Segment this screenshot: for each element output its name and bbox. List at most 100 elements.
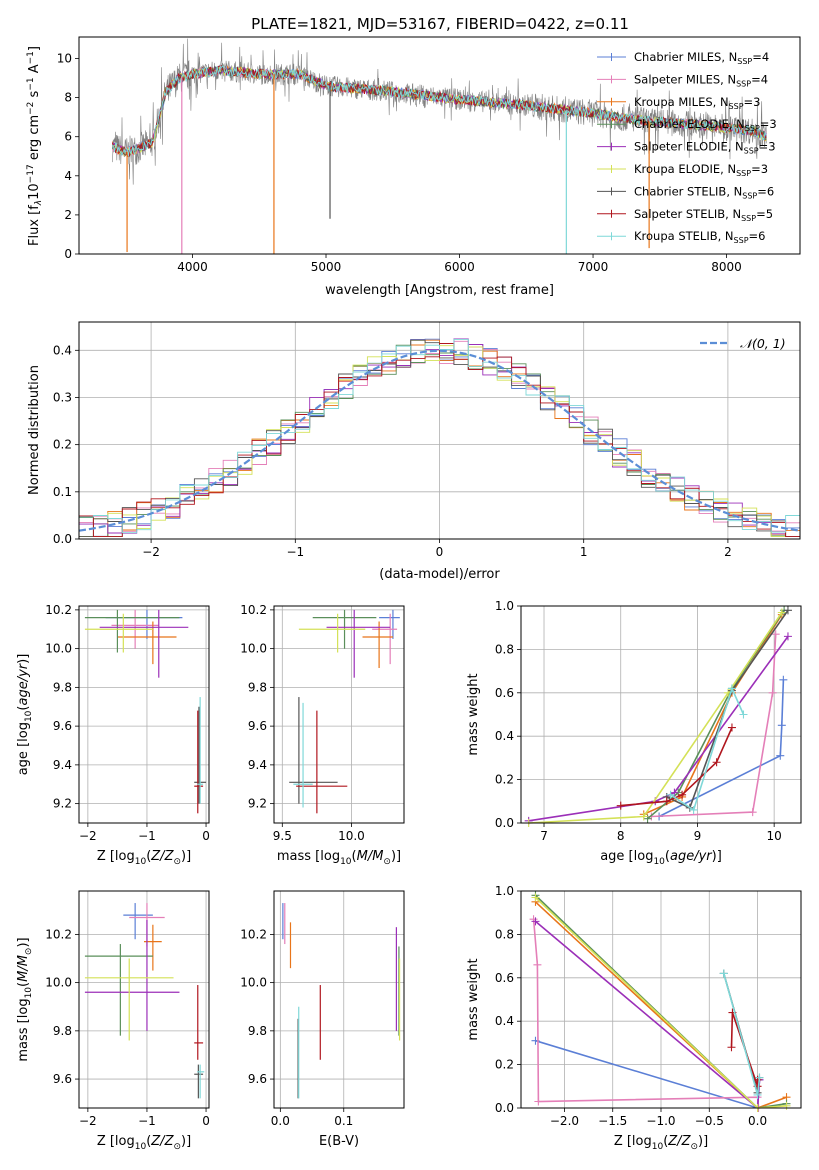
series-marker xyxy=(727,723,736,732)
y-tick-label: 9.8 xyxy=(53,680,72,694)
series-marker xyxy=(689,805,698,814)
x-tick-label: −1 xyxy=(286,545,304,559)
x-tick-label: 0 xyxy=(202,829,210,843)
legend-sub: SSP xyxy=(744,147,759,156)
x-tick-label: −1.5 xyxy=(598,1114,627,1128)
data-point xyxy=(197,1064,205,1099)
series-marker xyxy=(666,790,675,799)
y-tick-label: 2 xyxy=(64,208,72,222)
y-tick-label: 10 xyxy=(57,52,72,66)
series-marker xyxy=(662,797,671,806)
legend-model: Salpeter STELIB, N xyxy=(634,207,741,221)
y-tick-label: 0.2 xyxy=(495,1058,514,1072)
y-axis-label: Normed distribution xyxy=(27,365,42,495)
age-vs-metallicity-panel: −2 −1 09.29.49.69.810.010.2Z [log10(Z/Z⊙)]… xyxy=(16,603,210,867)
x-axis-label: Z [log10(Z/Z⊙)] xyxy=(97,849,191,867)
axes-frame xyxy=(78,605,210,824)
grid-lines xyxy=(274,891,404,1108)
legend-sub: SSP xyxy=(745,124,760,133)
legend-sub: SSP xyxy=(742,191,757,200)
age-vs-mass-panel: 9.5 10.0 9.2 9.4 9.6 9.8 10.0 10.2 mass [log10(M… xyxy=(240,603,405,867)
model-spectrum xyxy=(111,64,767,157)
label-part: A xyxy=(27,64,42,77)
series-marker xyxy=(748,808,757,817)
y-tick-label: 10.0 xyxy=(45,976,72,990)
label-part: Z/Z xyxy=(150,849,174,864)
legend-label: Kroupa ELODIE, NSSP=3 xyxy=(634,162,768,178)
x-axis-label: E(B-V) xyxy=(319,1134,359,1149)
series-marker xyxy=(771,630,780,639)
y-tick-label: 0.2 xyxy=(495,773,514,787)
label-part: M/M xyxy=(357,849,384,864)
legend-count: =6 xyxy=(757,184,774,198)
legend-count: =3 xyxy=(759,140,776,154)
series-marker xyxy=(719,969,728,978)
x-tick-label: 7000 xyxy=(578,260,609,274)
x-axis-label: age [log10(age/yr)] xyxy=(600,849,722,867)
label-part: s xyxy=(27,90,42,101)
gaussian-curve xyxy=(79,349,800,532)
legend-label: 𝒩(0, 1) xyxy=(740,336,786,351)
x-tick-label: 1 xyxy=(580,545,588,559)
mass-weight-series xyxy=(719,969,764,1099)
x-tick-label: −1.0 xyxy=(646,1114,675,1128)
series-marker xyxy=(531,917,540,926)
legend-label: Chabrier ELODIE, NSSP=3 xyxy=(634,117,777,133)
label-part: 10 xyxy=(652,1142,664,1152)
data-point xyxy=(362,621,393,668)
x-tick-label: 9.5 xyxy=(273,829,292,843)
x-tick-label: 0.1 xyxy=(334,1114,353,1128)
data-point xyxy=(84,944,153,1036)
label-part: Z [log xyxy=(97,849,135,864)
legend-label: Chabrier MILES, NSSP=4 xyxy=(634,50,769,66)
x-axis-label: (data-model)/error xyxy=(379,567,500,582)
axes-frame xyxy=(520,605,802,824)
y-tick-label: 1.0 xyxy=(495,884,514,898)
y-tick-label: 0.8 xyxy=(495,642,514,656)
series-line xyxy=(666,609,789,809)
y-tick-label: 0.0 xyxy=(495,816,514,830)
x-tick-label: −1 xyxy=(138,829,156,843)
y-tick-label: 0.0 xyxy=(495,1101,514,1115)
y-tick-label: 0.3 xyxy=(53,390,72,404)
legend-sub: SSP xyxy=(737,57,752,66)
spectrum-panel: 4000 5000 6000 7000 8000 0 2 4 6 8 10 Chabrier MILE… xyxy=(26,36,801,298)
legend-count: =5 xyxy=(756,207,773,221)
label-part: age/yr xyxy=(670,849,713,864)
x-tick-label: −2 xyxy=(142,545,160,559)
y-tick-label: 9.8 xyxy=(248,680,267,694)
legend-model: Kroupa STELIB, N xyxy=(634,229,734,243)
y-tick-label: 1.0 xyxy=(495,599,514,613)
legend-model: Salpeter MILES, N xyxy=(634,72,736,86)
data-point xyxy=(379,609,400,639)
legend-label: Salpeter STELIB, NSSP=5 xyxy=(634,207,773,223)
mass-vs-metallicity-panel: −2 −1 09.69.810.010.2Z [log10(Z/Z⊙)]mass [… xyxy=(16,890,210,1152)
label-part: ( xyxy=(16,982,31,987)
label-part: −1 xyxy=(26,77,36,90)
y-tick-label: 0.8 xyxy=(495,927,514,941)
series-marker xyxy=(712,758,721,767)
x-tick-label: −2 xyxy=(79,829,97,843)
y-tick-label: 0.4 xyxy=(495,729,514,743)
x-tick-label: −2 xyxy=(79,1114,97,1128)
legend-sub: SSP xyxy=(729,102,744,111)
legend-label: Chabrier STELIB, NSSP=6 xyxy=(634,184,774,200)
y-tick-label: 10.2 xyxy=(240,927,267,941)
x-tick-label: 10.0 xyxy=(338,829,365,843)
label-part: 10 xyxy=(340,857,352,867)
data-point xyxy=(372,613,398,665)
axes-frame xyxy=(273,890,405,1109)
series-marker xyxy=(533,960,542,969)
legend-model: Chabrier ELODIE, N xyxy=(634,117,745,131)
mass-weight-series xyxy=(662,606,792,812)
label-part: 10 xyxy=(135,857,147,867)
y-tick-label: 9.6 xyxy=(53,719,72,733)
series-marker xyxy=(616,801,625,810)
series-marker xyxy=(639,812,648,821)
y-axis-label: Flux [fλ10−17 erg cm−2 s−1 A−1] xyxy=(26,46,44,246)
model-spectrum xyxy=(112,65,767,157)
data-point xyxy=(117,621,177,665)
y-axis-label: mass weight xyxy=(466,958,481,1040)
label-part: )] xyxy=(181,849,191,864)
